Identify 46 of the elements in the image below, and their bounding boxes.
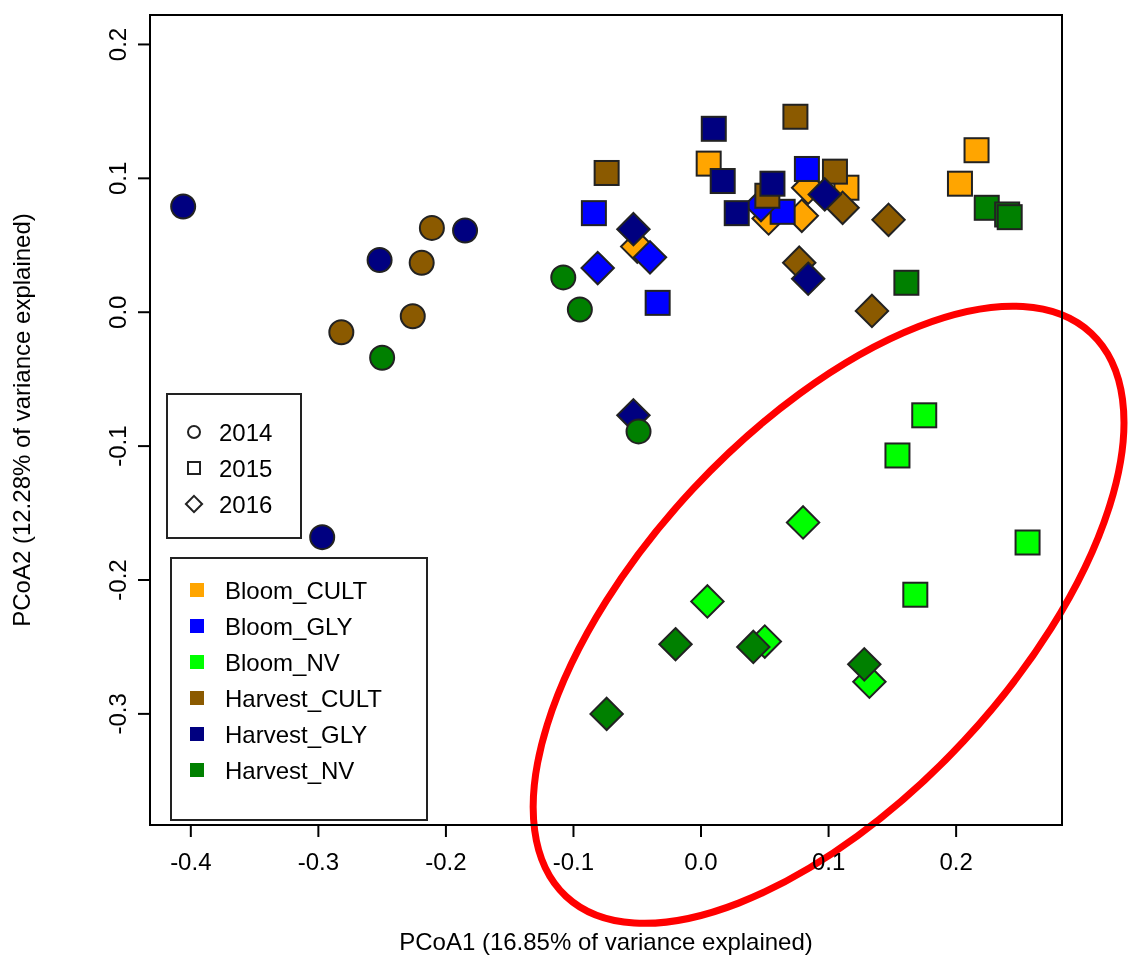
x-tick-label: -0.3	[297, 848, 340, 875]
x-tick-label: 0.0	[684, 848, 718, 875]
point	[369, 344, 396, 371]
point	[399, 303, 426, 330]
point	[580, 200, 607, 227]
point	[644, 289, 671, 316]
point	[309, 524, 336, 551]
legend-label: Bloom_CULT	[225, 577, 368, 604]
x-axis-title: PCoA1 (16.85% of variance explained)	[399, 928, 813, 955]
legend-label: Harvest_CULT	[225, 685, 383, 712]
legend-label: Bloom_GLY	[225, 613, 353, 640]
x-tick-label: -0.2	[425, 848, 467, 875]
point	[366, 247, 393, 274]
y-tick-label: 0.2	[104, 27, 131, 62]
x-tick-label: -0.4	[170, 848, 212, 875]
point	[452, 217, 479, 244]
point	[418, 214, 445, 241]
point	[709, 168, 736, 195]
x-tick-label: -0.1	[552, 848, 595, 875]
y-axis-title: PCoA2 (12.28% of variance explained)	[8, 213, 35, 627]
point	[625, 418, 652, 445]
point	[328, 319, 355, 346]
x-tick-label: 0.2	[939, 848, 973, 875]
point	[408, 249, 435, 276]
legend-label: 2014	[219, 419, 273, 446]
point	[723, 200, 750, 227]
legend-label: 2015	[219, 455, 273, 482]
point	[893, 269, 920, 296]
legend-label: 2016	[219, 491, 273, 518]
y-tick-label: 0.0	[104, 295, 131, 329]
point	[550, 264, 577, 291]
legend-label: Harvest_GLY	[225, 721, 368, 748]
y-tick-label: 0.1	[104, 161, 131, 196]
point	[700, 115, 727, 142]
point	[170, 193, 197, 220]
y-tick-label: -0.2	[104, 559, 131, 601]
point	[759, 170, 786, 197]
legend-label: Harvest_NV	[225, 757, 355, 784]
point	[566, 296, 593, 323]
legend-label: Bloom_NV	[225, 649, 340, 676]
y-tick-label: -0.1	[104, 425, 131, 467]
y-tick-label: -0.3	[104, 693, 131, 735]
point	[793, 155, 820, 182]
point	[821, 158, 848, 185]
point	[593, 159, 620, 186]
point	[782, 103, 809, 130]
